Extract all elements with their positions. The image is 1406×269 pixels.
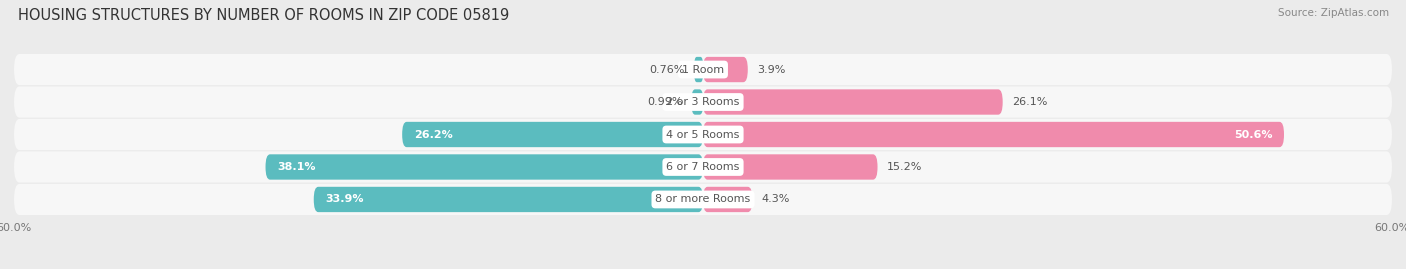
FancyBboxPatch shape [703,122,1284,147]
FancyBboxPatch shape [14,119,1392,150]
FancyBboxPatch shape [14,86,1392,118]
Text: 4.3%: 4.3% [762,194,790,204]
Text: 15.2%: 15.2% [887,162,922,172]
Text: 8 or more Rooms: 8 or more Rooms [655,194,751,204]
Text: Source: ZipAtlas.com: Source: ZipAtlas.com [1278,8,1389,18]
FancyBboxPatch shape [266,154,703,180]
Text: 3.9%: 3.9% [756,65,786,75]
Text: 33.9%: 33.9% [325,194,364,204]
Text: 2 or 3 Rooms: 2 or 3 Rooms [666,97,740,107]
Text: 1 Room: 1 Room [682,65,724,75]
FancyBboxPatch shape [314,187,703,212]
Text: 0.99%: 0.99% [647,97,682,107]
FancyBboxPatch shape [14,151,1392,183]
Text: 38.1%: 38.1% [277,162,315,172]
Text: 6 or 7 Rooms: 6 or 7 Rooms [666,162,740,172]
FancyBboxPatch shape [695,57,703,82]
FancyBboxPatch shape [703,89,1002,115]
FancyBboxPatch shape [402,122,703,147]
Text: 50.6%: 50.6% [1234,129,1272,140]
Text: 26.1%: 26.1% [1012,97,1047,107]
Text: 26.2%: 26.2% [413,129,453,140]
FancyBboxPatch shape [692,89,703,115]
Text: 4 or 5 Rooms: 4 or 5 Rooms [666,129,740,140]
FancyBboxPatch shape [14,184,1392,215]
Text: HOUSING STRUCTURES BY NUMBER OF ROOMS IN ZIP CODE 05819: HOUSING STRUCTURES BY NUMBER OF ROOMS IN… [18,8,509,23]
FancyBboxPatch shape [14,54,1392,85]
FancyBboxPatch shape [703,57,748,82]
FancyBboxPatch shape [703,154,877,180]
FancyBboxPatch shape [703,187,752,212]
Text: 0.76%: 0.76% [650,65,685,75]
